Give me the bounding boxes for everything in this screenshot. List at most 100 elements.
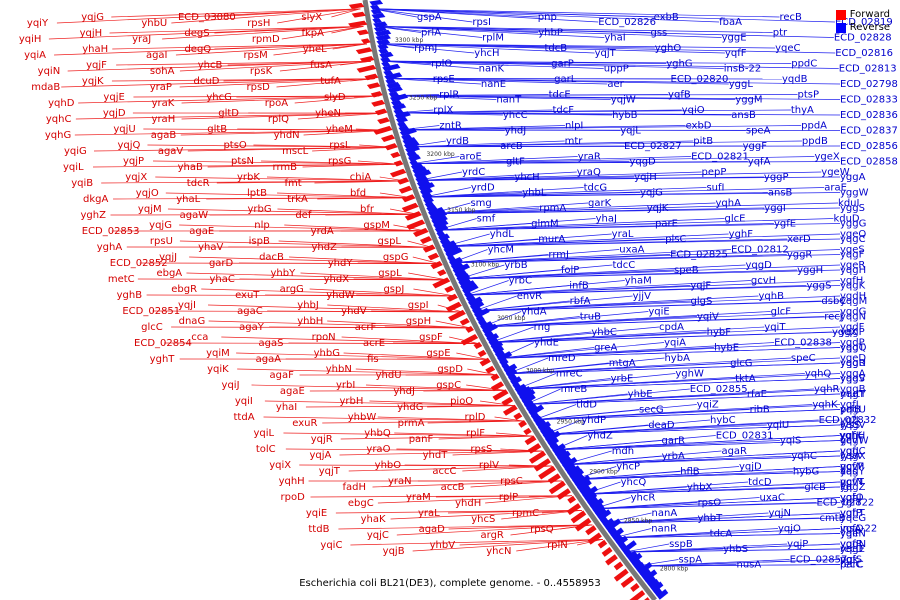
reverse-gene-label: kduI — [838, 198, 859, 209]
forward-feature — [348, 2, 365, 9]
forward-feature — [377, 117, 390, 125]
reverse-feature — [594, 507, 607, 518]
reverse-gene-label: ygfN — [840, 477, 863, 488]
forward-gene-label: rpsD — [247, 82, 271, 93]
reverse-leader-line — [498, 342, 841, 359]
reverse-gene-label: glcF — [771, 307, 792, 318]
forward-leader-line — [113, 197, 413, 200]
forward-feature — [360, 38, 371, 44]
reverse-gene-label: yhbC — [591, 327, 617, 338]
reverse-feature — [492, 345, 505, 355]
forward-gene-label: yhaK — [361, 514, 386, 525]
reverse-gene-label: yhaI — [604, 33, 625, 44]
reverse-leader-line — [592, 497, 760, 510]
reverse-gene-label: deaD — [648, 420, 675, 431]
reverse-leader-line — [458, 264, 746, 280]
forward-feature — [390, 151, 401, 159]
reverse-gene-label: uxaC — [760, 493, 785, 504]
reverse-gene-label: yrbC — [509, 276, 532, 287]
forward-leader-line — [412, 256, 440, 264]
forward-gene-label: yqjE — [103, 92, 124, 103]
forward-feature — [465, 325, 474, 333]
forward-gene-label: yhaH — [82, 44, 108, 55]
forward-gene-label: rpsC — [500, 476, 523, 487]
forward-feature — [513, 412, 523, 421]
reverse-leader-line — [498, 342, 665, 359]
forward-feature — [613, 561, 624, 571]
reverse-feature — [572, 473, 585, 485]
forward-feature — [351, 11, 366, 18]
reverse-gene-label: yqgC — [840, 446, 866, 457]
reverse-feature — [519, 389, 536, 401]
forward-feature — [490, 373, 500, 382]
reverse-leader-line — [411, 156, 815, 165]
reverse-gene-label: yqgK — [840, 281, 866, 292]
forward-gene-label: gspE — [426, 348, 450, 359]
forward-gene-label: yqjM — [138, 204, 162, 215]
forward-gene-label: yhbW — [348, 412, 377, 423]
forward-gene-label: yghB — [117, 290, 143, 301]
reverse-leader-line — [423, 187, 584, 198]
reverse-gene-label: parC — [840, 560, 864, 571]
forward-leader-line — [146, 294, 455, 297]
forward-gene-label: def — [295, 210, 312, 221]
reverse-gene-label: nanR — [651, 524, 677, 535]
forward-gene-label: rpsH — [247, 18, 270, 29]
reverse-gene-label: yqeC — [775, 43, 800, 54]
reverse-leader-line — [563, 455, 841, 466]
forward-leader-line — [264, 400, 514, 407]
reverse-leader-line — [382, 60, 479, 69]
reverse-gene-label: ygeD — [840, 353, 866, 364]
reverse-feature — [401, 133, 413, 141]
reverse-feature — [634, 561, 645, 572]
reverse-leader-line — [534, 404, 697, 421]
forward-leader-line — [340, 435, 533, 440]
forward-gene-label: yqjQ — [117, 140, 140, 151]
reverse-gene-label: ygeR — [840, 260, 865, 271]
reverse-gene-label: rfaE — [747, 389, 767, 400]
reverse-leader-line — [406, 140, 565, 148]
reverse-feature — [382, 63, 401, 72]
axis-tick-label: 3300 kbp — [395, 37, 423, 44]
reverse-feature — [503, 363, 518, 374]
forward-gene-label: ebgR — [171, 284, 197, 295]
reverse-gene-label: yggI — [764, 203, 786, 214]
reverse-gene-label: ygfJ — [840, 415, 859, 426]
reverse-feature — [380, 56, 391, 63]
reverse-feature — [582, 485, 599, 499]
reverse-leader-line — [378, 43, 836, 54]
reverse-gene-label: yqeG — [840, 513, 866, 524]
reverse-leader-line — [490, 326, 765, 343]
reverse-leader-line — [498, 347, 841, 359]
reverse-gene-label: yhbL — [522, 188, 547, 199]
reverse-leader-line — [473, 300, 841, 312]
reverse-gene-label: yqjP — [787, 539, 808, 550]
forward-gene-label: yheL — [303, 44, 327, 55]
reverse-feature — [399, 127, 417, 137]
reverse-gene-label: yggR — [787, 250, 813, 261]
reverse-leader-line — [592, 502, 841, 510]
reverse-feature — [388, 91, 400, 98]
reverse-feature — [602, 517, 615, 529]
forward-gene-label: yhdU — [376, 370, 402, 381]
reverse-gene-label: glcE — [725, 214, 746, 225]
forward-leader-line — [284, 224, 426, 232]
reverse-feature — [621, 540, 637, 554]
forward-feature — [587, 532, 602, 545]
reverse-gene-label: yhaM — [625, 276, 652, 287]
forward-leader-line — [277, 8, 361, 24]
forward-gene-label: yqiK — [207, 364, 229, 375]
reverse-swatch — [835, 22, 846, 33]
forward-gene-label: exuT — [235, 290, 260, 301]
reverse-leader-line — [436, 223, 841, 231]
reverse-gene-label: yqgC — [840, 234, 866, 245]
reverse-gene-labels: gspA prlA rpmJ rplO rpsE rplR rplX zntR yrdB aroE… — [414, 12, 898, 571]
reverse-gene-label: infB — [569, 281, 589, 292]
forward-gene-label: yqjC — [367, 530, 389, 541]
reverse-feature — [497, 351, 513, 362]
reverse-feature — [407, 154, 421, 162]
reverse-gene-label: yqfB — [668, 90, 691, 101]
axis-tick-label: 3250 kbp — [409, 94, 437, 101]
reverse-gene-label: pnp — [538, 12, 557, 23]
reverse-gene-label: sspA — [678, 555, 702, 566]
